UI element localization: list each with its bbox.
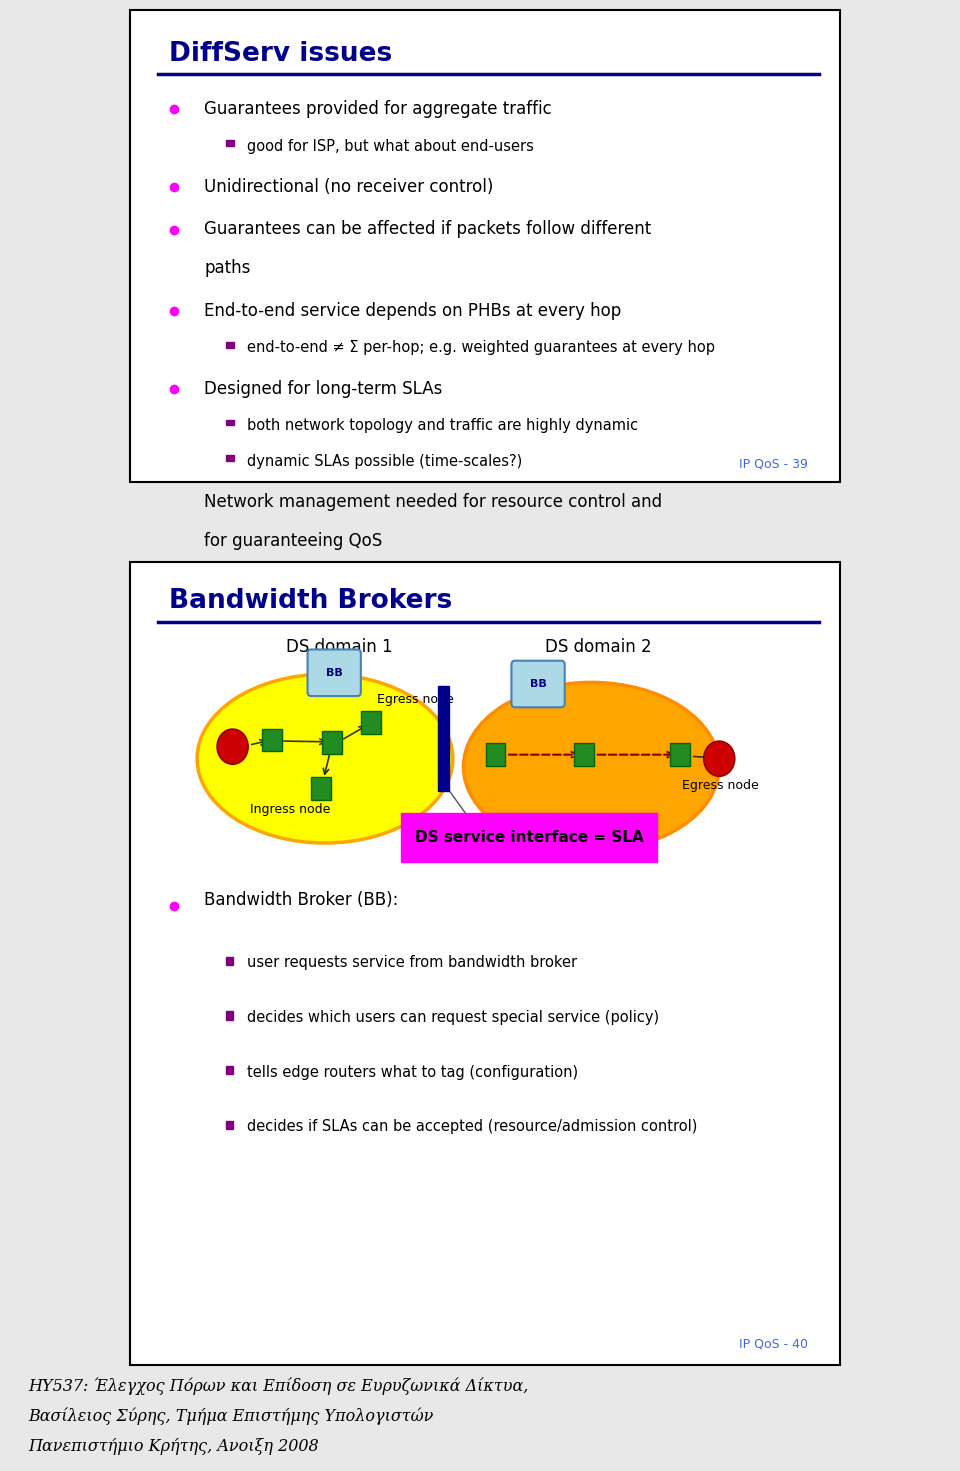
Text: end-to-end ≠ Σ per-hop; e.g. weighted guarantees at every hop: end-to-end ≠ Σ per-hop; e.g. weighted gu… xyxy=(247,340,715,356)
FancyBboxPatch shape xyxy=(226,956,233,965)
FancyBboxPatch shape xyxy=(226,455,234,460)
Text: Egress node: Egress node xyxy=(683,778,759,791)
FancyBboxPatch shape xyxy=(311,777,331,800)
Text: IP QoS - 40: IP QoS - 40 xyxy=(739,1337,808,1350)
FancyBboxPatch shape xyxy=(670,743,690,766)
FancyBboxPatch shape xyxy=(226,419,234,425)
Text: decides if SLAs can be accepted (resource/admission control): decides if SLAs can be accepted (resourc… xyxy=(247,1119,697,1134)
Text: user requests service from bandwidth broker: user requests service from bandwidth bro… xyxy=(247,956,577,971)
FancyBboxPatch shape xyxy=(574,743,594,766)
FancyBboxPatch shape xyxy=(226,1121,233,1128)
Text: DS domain 2: DS domain 2 xyxy=(545,638,652,656)
Text: Ingress node: Ingress node xyxy=(251,803,331,816)
FancyBboxPatch shape xyxy=(226,1012,233,1019)
Text: Πανεπιστήμιο Κρήτης, Ανοιξη 2008: Πανεπιστήμιο Κρήτης, Ανοιξη 2008 xyxy=(29,1439,319,1455)
FancyBboxPatch shape xyxy=(226,140,234,146)
Text: Unidirectional (no receiver control): Unidirectional (no receiver control) xyxy=(204,178,493,196)
Text: Network management needed for resource control and: Network management needed for resource c… xyxy=(204,493,662,510)
Text: BB: BB xyxy=(325,668,343,678)
Circle shape xyxy=(704,741,734,777)
Ellipse shape xyxy=(197,674,453,843)
Text: DiffServ issues: DiffServ issues xyxy=(169,41,392,68)
Text: decides which users can request special service (policy): decides which users can request special … xyxy=(247,1011,659,1025)
FancyBboxPatch shape xyxy=(262,730,281,752)
Text: tells edge routers what to tag (configuration): tells edge routers what to tag (configur… xyxy=(247,1065,578,1080)
Text: BB: BB xyxy=(530,680,546,688)
Text: DS service interface = SLA: DS service interface = SLA xyxy=(415,830,643,844)
Ellipse shape xyxy=(464,683,719,852)
FancyBboxPatch shape xyxy=(130,562,840,1365)
Text: both network topology and traffic are highly dynamic: both network topology and traffic are hi… xyxy=(247,418,638,434)
FancyBboxPatch shape xyxy=(512,660,564,708)
FancyBboxPatch shape xyxy=(323,731,342,753)
FancyBboxPatch shape xyxy=(361,712,381,734)
FancyBboxPatch shape xyxy=(401,812,658,862)
Text: Bandwidth Brokers: Bandwidth Brokers xyxy=(169,587,452,613)
FancyBboxPatch shape xyxy=(226,341,234,347)
Text: Guarantees provided for aggregate traffic: Guarantees provided for aggregate traffi… xyxy=(204,100,552,118)
Text: Designed for long-term SLAs: Designed for long-term SLAs xyxy=(204,380,443,397)
FancyBboxPatch shape xyxy=(307,650,361,696)
Text: HY537: Έλεγχος Πόρων και Επίδοση σε Ευρυζωνικά Δίκτυα,: HY537: Έλεγχος Πόρων και Επίδοση σε Ευρυ… xyxy=(29,1377,529,1395)
Text: Egress node: Egress node xyxy=(377,693,453,706)
Text: End-to-end service depends on PHBs at every hop: End-to-end service depends on PHBs at ev… xyxy=(204,302,621,319)
FancyBboxPatch shape xyxy=(486,743,505,766)
Text: paths: paths xyxy=(204,259,251,277)
Text: IP QoS - 39: IP QoS - 39 xyxy=(739,457,808,471)
Text: dynamic SLAs possible (time-scales?): dynamic SLAs possible (time-scales?) xyxy=(247,453,522,469)
Text: Βασίλειος Σύρης, Τμήμα Επιστήμης Υπολογιστών: Βασίλειος Σύρης, Τμήμα Επιστήμης Υπολογι… xyxy=(29,1408,434,1425)
FancyBboxPatch shape xyxy=(130,10,840,482)
Bar xyxy=(438,687,449,791)
Text: DS domain 1: DS domain 1 xyxy=(286,638,393,656)
Text: for guaranteeing QoS: for guaranteeing QoS xyxy=(204,531,382,550)
FancyBboxPatch shape xyxy=(226,1066,233,1074)
Text: Bandwidth Broker (BB):: Bandwidth Broker (BB): xyxy=(204,891,398,909)
Text: good for ISP, but what about end-users: good for ISP, but what about end-users xyxy=(247,138,534,154)
Text: Guarantees can be affected if packets follow different: Guarantees can be affected if packets fo… xyxy=(204,221,652,238)
Circle shape xyxy=(217,730,249,765)
